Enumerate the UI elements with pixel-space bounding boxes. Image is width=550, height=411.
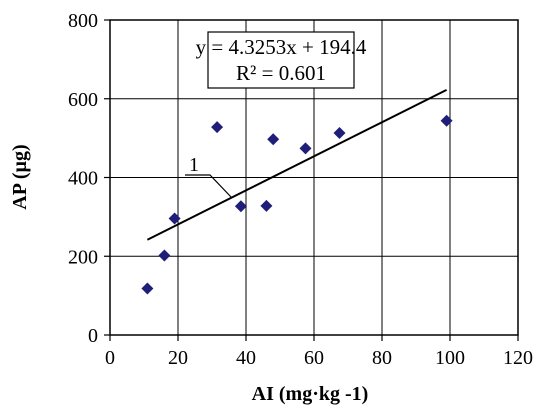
trendline-label: 1 (189, 154, 199, 176)
data-point (299, 142, 312, 155)
trendline-callout: 1 (185, 154, 233, 199)
y-tick-labels: 0 200 400 600 800 (68, 10, 98, 347)
data-point (333, 127, 346, 140)
data-point (234, 200, 247, 213)
callout-leader (185, 174, 233, 199)
y-tick-label: 600 (68, 89, 98, 111)
y-tick-label: 800 (68, 10, 98, 32)
x-tick-label: 120 (503, 347, 533, 369)
trendline (146, 88, 448, 241)
data-points (141, 114, 453, 295)
data-point (440, 114, 453, 127)
x-tick-label: 80 (372, 347, 392, 369)
x-tick-label: 20 (168, 347, 188, 369)
y-axis-title: AP (µg) (9, 144, 31, 209)
y-tick-label: 200 (68, 246, 98, 268)
equation-box: y = 4.3253x + 194.4 R² = 0.601 (196, 31, 367, 89)
data-point (168, 212, 181, 225)
x-tick-label: 60 (304, 347, 324, 369)
x-tick-label: 100 (435, 347, 465, 369)
trendline-equation: y = 4.3253x + 194.4 (196, 35, 367, 59)
x-axis-title: AI (mg·kg -1) (252, 383, 369, 405)
trendline-r-squared: R² = 0.601 (236, 61, 326, 85)
data-point (260, 199, 273, 212)
data-point (158, 249, 171, 262)
data-point (141, 282, 154, 295)
x-tick-label: 0 (105, 347, 115, 369)
data-point (267, 133, 280, 146)
data-point (211, 121, 224, 134)
axis-ticks (104, 19, 519, 341)
y-tick-label: 0 (88, 325, 98, 347)
x-tick-label: 40 (236, 347, 256, 369)
x-tick-labels: 0 20 40 60 80 100 120 (105, 347, 533, 369)
y-tick-label: 400 (68, 168, 98, 190)
